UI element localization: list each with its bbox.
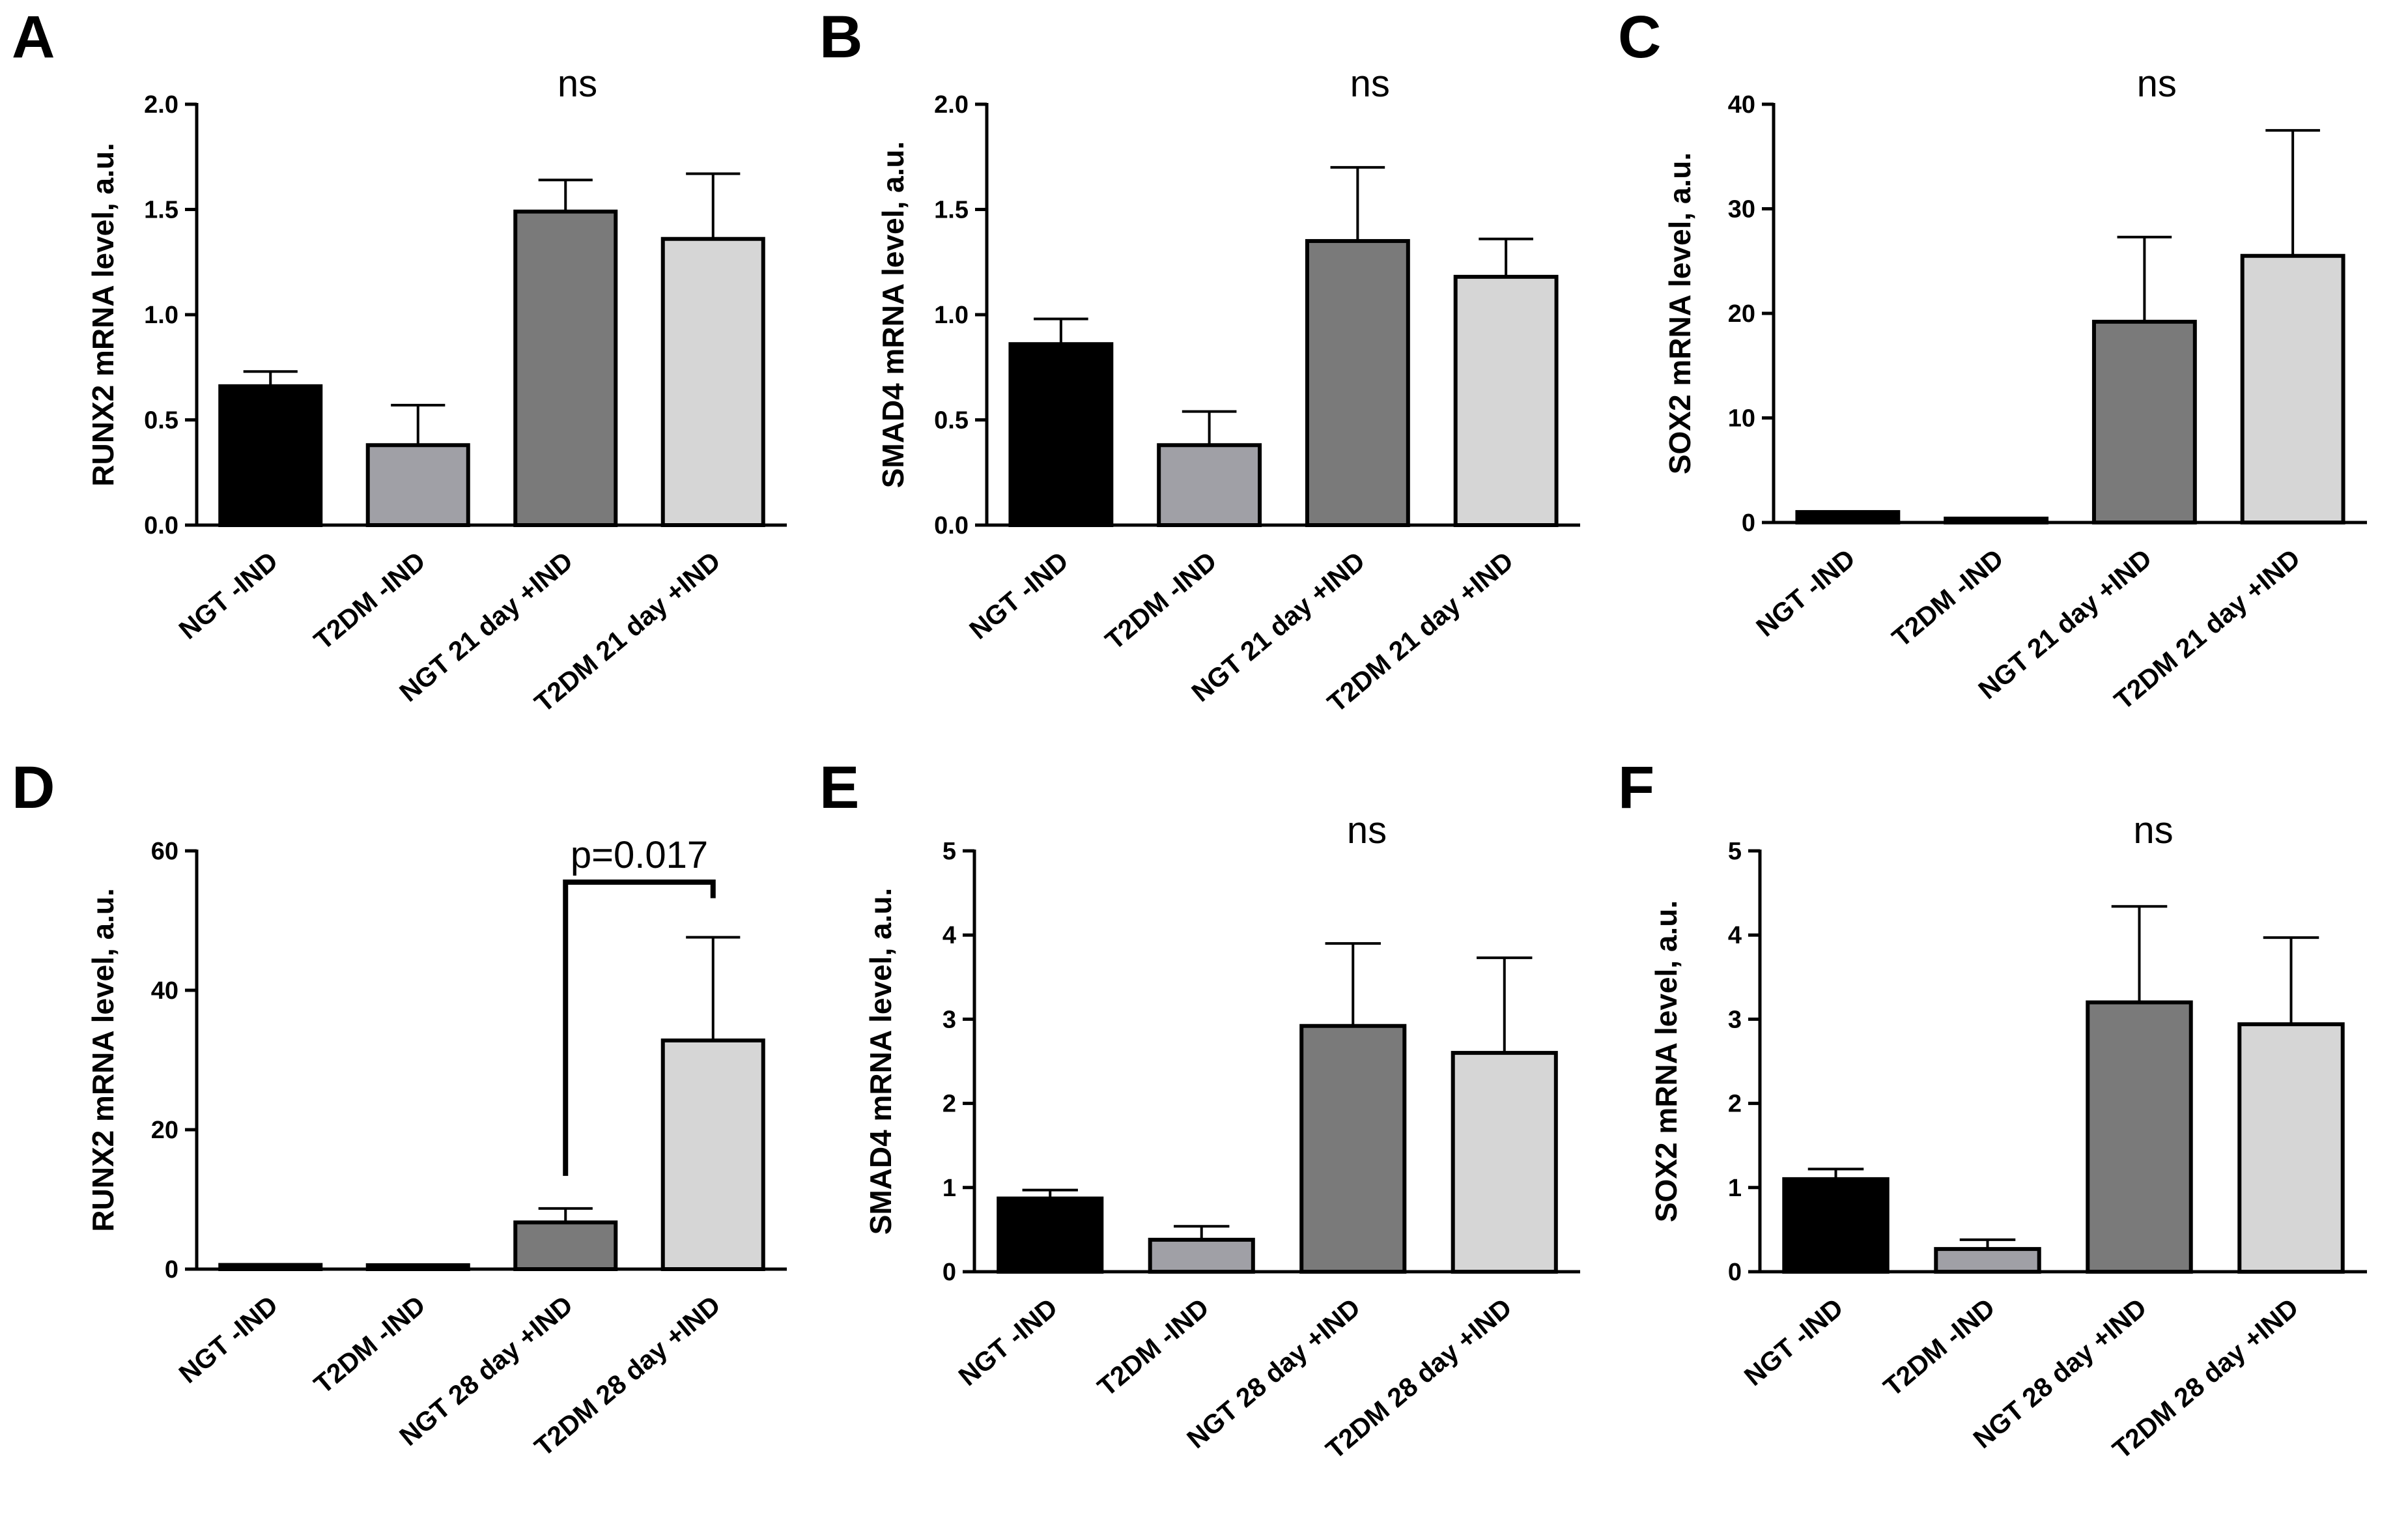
bar: [1148, 1237, 1255, 1274]
bar: [1299, 1024, 1407, 1274]
y-tick-label: 4: [1728, 922, 1742, 949]
bar: [218, 384, 323, 527]
panel-a: A 0.0 0.5 1.0 1.5 2.0 RUNX2 mRNA level, a.u. NG…: [12, 4, 787, 718]
significance-bracket: [563, 880, 716, 1176]
category-label: T2DM -IND: [308, 546, 431, 655]
bar: [1453, 274, 1559, 527]
y-tick-label: 0.0: [144, 512, 178, 539]
y-tick-label: 20: [151, 1117, 178, 1144]
category-label: NGT -IND: [964, 546, 1074, 645]
y-tick-label: 40: [151, 977, 178, 1005]
bar: [1795, 509, 1901, 525]
y-axis-label: RUNX2 mRNA level, a.u.: [86, 888, 120, 1231]
panel-letter: E: [819, 754, 859, 821]
bar: [365, 1263, 470, 1271]
panel-c: C 0 10 20 30 40 SOX2 mRNA level, a.u. NGT -IND T…: [1618, 4, 2367, 715]
y-tick-label: 60: [151, 838, 178, 865]
bar: [218, 1263, 323, 1271]
bar: [1934, 1247, 2041, 1274]
category-label: NGT -IND: [1738, 1293, 1848, 1392]
y-tick-label: 1.5: [144, 197, 178, 224]
y-tick-label: 0.0: [934, 512, 969, 539]
category-label: NGT -IND: [173, 1290, 283, 1389]
bar: [1944, 517, 2049, 524]
bar: [660, 1038, 765, 1272]
category-label: T2DM -IND: [1099, 546, 1222, 655]
y-tick-label: 20: [1728, 300, 1755, 328]
y-tick-label: 2.0: [144, 91, 178, 119]
bar: [997, 1196, 1104, 1274]
ns-annotation: ns: [2137, 63, 2177, 105]
y-tick-label: 40: [1728, 91, 1755, 119]
y-tick-label: 0.5: [144, 407, 178, 435]
y-tick-label: 2: [1728, 1091, 1742, 1118]
ns-annotation: ns: [558, 63, 597, 105]
bar: [365, 443, 470, 528]
category-label: NGT -IND: [953, 1293, 1063, 1392]
category-label: NGT -IND: [173, 546, 283, 645]
ns-annotation: ns: [1350, 63, 1390, 105]
y-tick-label: 3: [942, 1006, 956, 1033]
y-tick-label: 1.5: [934, 197, 969, 224]
y-tick-label: 10: [1728, 405, 1755, 433]
y-axis-label: SOX2 mRNA level, a.u.: [1649, 900, 1683, 1222]
ns-annotation: ns: [2133, 809, 2173, 852]
category-label: T2DM -IND: [1878, 1293, 2000, 1402]
y-tick-label: 0.5: [934, 407, 969, 435]
category-label: T2DM -IND: [308, 1290, 431, 1399]
bar: [1451, 1051, 1558, 1274]
bar: [1782, 1177, 1890, 1274]
y-tick-label: 0: [1742, 509, 1755, 537]
panel-e: E 0 1 2 3 4 5 SMAD4 mRNA level, a.u. NGT -IND T2D…: [819, 754, 1580, 1465]
bar: [1157, 443, 1262, 528]
category-label: T2DM -IND: [1092, 1293, 1214, 1402]
p-value-annotation: p=0.017: [571, 834, 708, 876]
panel-letter: C: [1618, 4, 1661, 70]
y-tick-label: 0: [1728, 1259, 1742, 1286]
y-tick-label: 5: [942, 838, 956, 865]
y-tick-label: 2: [942, 1091, 956, 1118]
panel-letter: D: [12, 754, 55, 821]
y-tick-label: 2.0: [934, 91, 969, 119]
panel-letter: F: [1618, 754, 1654, 821]
y-tick-label: 1: [942, 1175, 956, 1202]
panel-f: F 0 1 2 3 4 5 SOX2 mRNA level, a.u. NGT -IND T2DM…: [1618, 754, 2367, 1465]
bar: [513, 209, 618, 527]
y-axis-label: SOX2 mRNA level, a.u.: [1663, 152, 1697, 474]
y-tick-label: 30: [1728, 196, 1755, 223]
y-tick-label: 0: [165, 1256, 178, 1283]
panel-b: B 0.0 0.5 1.0 1.5 2.0 SMAD4 mRNA level, a.u. NG…: [819, 4, 1580, 718]
y-tick-label: 5: [1728, 838, 1742, 865]
bar: [513, 1220, 618, 1272]
y-tick-label: 0: [942, 1259, 956, 1286]
y-tick-label: 1.0: [144, 302, 178, 329]
y-axis-label: SMAD4 mRNA level, a.u.: [864, 888, 898, 1235]
panel-d: D 0 20 40 60 RUNX2 mRNA level, a.u. NGT -IND T2…: [12, 754, 787, 1462]
y-tick-label: 4: [942, 922, 956, 949]
y-axis-label: SMAD4 mRNA level, a.u.: [876, 141, 910, 489]
bar: [1305, 238, 1410, 527]
bar: [2240, 253, 2345, 524]
panel-letter: B: [819, 4, 862, 70]
bar: [1008, 342, 1114, 527]
y-axis-label: RUNX2 mRNA level, a.u.: [86, 143, 120, 486]
ns-annotation: ns: [1347, 809, 1387, 852]
panel-letter: A: [12, 4, 55, 70]
bar: [2091, 319, 2197, 524]
bar: [660, 236, 765, 527]
category-label: T2DM -IND: [1886, 543, 2009, 653]
y-tick-label: 1: [1728, 1175, 1742, 1202]
bar: [2237, 1022, 2345, 1274]
y-tick-label: 1.0: [934, 302, 969, 329]
category-label: NGT -IND: [1751, 543, 1861, 642]
y-tick-label: 3: [1728, 1006, 1742, 1033]
bar: [2086, 1000, 2193, 1274]
